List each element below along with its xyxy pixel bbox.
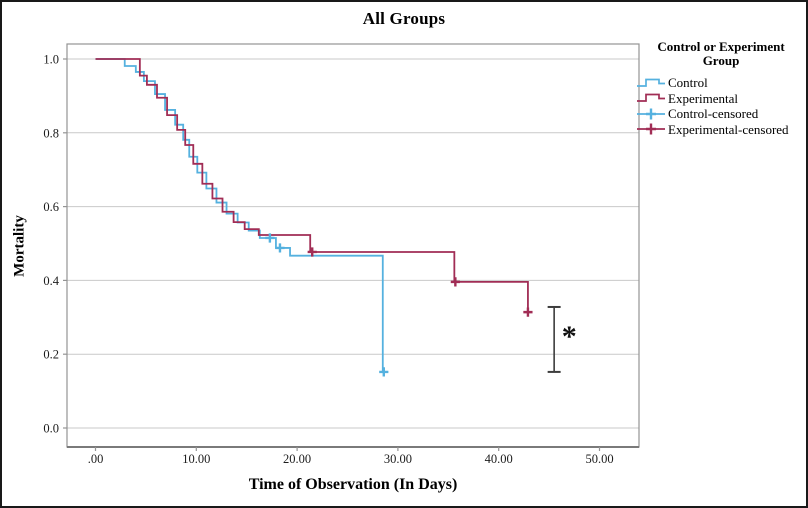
legend-item-label: Control-censored <box>668 106 759 122</box>
chart-title: All Groups <box>362 9 446 28</box>
x-tick-label: 10.00 <box>182 452 210 466</box>
legend-item-control-censored: Control-censored <box>636 106 806 122</box>
legend-item-experimental: Experimental <box>636 91 806 107</box>
control-censored-mark <box>265 233 275 243</box>
experimental-censored-mark <box>523 307 533 317</box>
legend-title: Control or Experiment Group <box>636 40 806 68</box>
experimental-curve <box>95 58 530 314</box>
legend-items: Control Experimental Control-censored Exper… <box>636 75 806 137</box>
y-tick-label: 0.6 <box>43 200 59 214</box>
x-axis-label: Time of Observation (In Days) <box>248 476 458 493</box>
y-tick-label: 0.2 <box>43 348 59 362</box>
x-tick-label: 50.00 <box>585 452 613 466</box>
plot-frame <box>66 43 640 448</box>
legend-item-label: Experimental-censored <box>668 121 789 137</box>
legend-item-label: Control <box>668 75 708 91</box>
experimental-censored-mark <box>450 277 460 287</box>
legend-item-control: Control <box>636 75 806 91</box>
y-tick-label: 1.0 <box>43 53 59 67</box>
y-tick-label: 0.8 <box>43 126 59 140</box>
experimental-line-icon <box>637 93 665 103</box>
significance-asterisk: * <box>562 320 577 353</box>
control-censored-icon <box>637 108 665 120</box>
legend-title-line2: Group <box>702 53 740 68</box>
legend-item-label: Experimental <box>668 90 739 106</box>
x-tick-label: .00 <box>88 452 104 466</box>
swatch-stroke <box>646 108 656 120</box>
control-censored-mark <box>379 367 389 377</box>
x-tick-label: 20.00 <box>283 452 311 466</box>
legend-item-experimental-censored: Experimental-censored <box>636 122 806 138</box>
swatch-stroke <box>637 93 665 103</box>
experimental-censored-mark <box>307 247 317 257</box>
legend: Control or Experiment Group Control Exper… <box>636 40 806 137</box>
y-tick-label: 0.0 <box>43 422 59 436</box>
swatch-stroke <box>637 78 665 87</box>
control-curve <box>95 58 386 373</box>
control-line-icon <box>637 78 665 87</box>
control-censored-mark <box>275 243 285 253</box>
x-tick-label: 30.00 <box>384 452 412 466</box>
legend-title-line1: Control or Experiment <box>657 39 785 54</box>
experimental-censored-icon <box>637 123 665 135</box>
y-tick-label: 0.4 <box>43 274 59 288</box>
swatch-stroke <box>646 123 656 135</box>
x-tick-label: 40.00 <box>485 452 513 466</box>
